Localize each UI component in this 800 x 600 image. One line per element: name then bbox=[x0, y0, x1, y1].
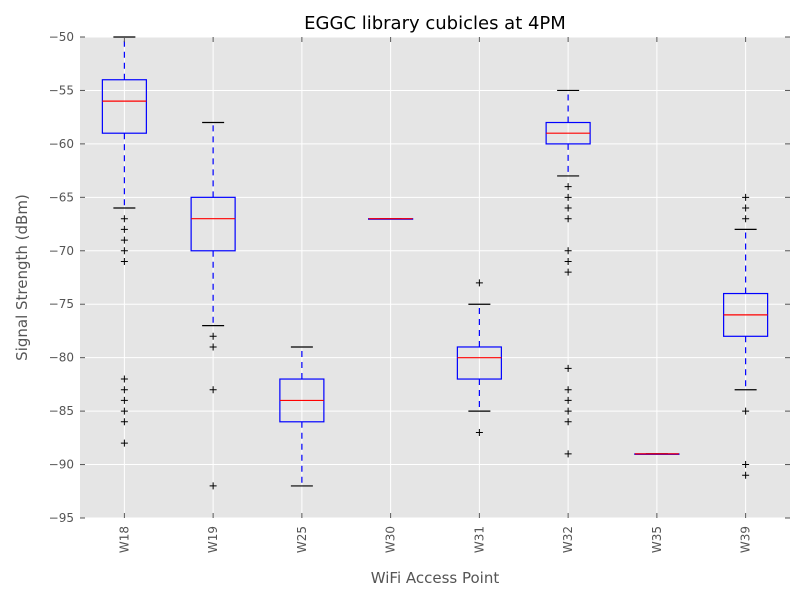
outlier-point bbox=[120, 215, 128, 223]
outlier-point bbox=[120, 407, 128, 415]
outlier-point bbox=[742, 471, 750, 479]
outlier-point bbox=[564, 268, 572, 276]
outlier-point bbox=[209, 343, 217, 351]
outlier-point bbox=[475, 279, 483, 287]
x-tick-label: W30 bbox=[384, 526, 398, 553]
box-w35 bbox=[634, 453, 680, 455]
outlier-point bbox=[742, 204, 750, 212]
outlier-point bbox=[564, 407, 572, 415]
y-tick-label: −75 bbox=[49, 297, 74, 311]
x-axis-label: WiFi Access Point bbox=[371, 569, 500, 587]
plot-area bbox=[80, 37, 790, 518]
outlier-point bbox=[564, 386, 572, 394]
outlier-point bbox=[742, 215, 750, 223]
x-tick-label: W18 bbox=[117, 526, 131, 553]
box-w25 bbox=[279, 346, 325, 487]
outlier-point bbox=[742, 461, 750, 469]
y-tick-label: −55 bbox=[49, 83, 74, 97]
outlier-point bbox=[564, 418, 572, 426]
x-tick-label: W32 bbox=[561, 526, 575, 553]
box-w19 bbox=[190, 121, 236, 490]
outlier-point bbox=[209, 332, 217, 340]
box-series bbox=[101, 36, 769, 490]
y-tick-label: −85 bbox=[49, 404, 74, 418]
y-tick-label: −80 bbox=[49, 351, 74, 365]
outlier-point bbox=[564, 396, 572, 404]
outlier-point bbox=[564, 204, 572, 212]
axis-ticks: −95 −90 −85 −80 −75 −70 −65 −60 −55 −50 W18 W19 W25 W… bbox=[49, 30, 790, 553]
y-tick-label: −60 bbox=[49, 137, 74, 151]
x-tick-label: W35 bbox=[650, 526, 664, 553]
outlier-point bbox=[120, 396, 128, 404]
outlier-point bbox=[209, 386, 217, 394]
outlier-point bbox=[564, 257, 572, 265]
outlier-point bbox=[120, 375, 128, 383]
outlier-point bbox=[564, 450, 572, 458]
x-tick-label: W19 bbox=[206, 526, 220, 553]
outlier-point bbox=[742, 407, 750, 415]
outlier-point bbox=[564, 183, 572, 191]
outlier-point bbox=[564, 364, 572, 372]
chart-title: EGGC library cubicles at 4PM bbox=[304, 13, 566, 34]
y-tick-label: −70 bbox=[49, 244, 74, 258]
outlier-point bbox=[120, 386, 128, 394]
outlier-point bbox=[564, 193, 572, 201]
box-w18 bbox=[101, 36, 147, 447]
box-w32 bbox=[545, 89, 591, 458]
y-tick-label: −65 bbox=[49, 190, 74, 204]
y-tick-label: −50 bbox=[49, 30, 74, 44]
outlier-point bbox=[120, 439, 128, 447]
x-tick-label: W31 bbox=[472, 526, 486, 553]
outlier-point bbox=[120, 247, 128, 255]
box-iqr bbox=[456, 346, 502, 380]
outlier-point bbox=[742, 193, 750, 201]
outlier-point bbox=[120, 236, 128, 244]
box-iqr bbox=[190, 196, 236, 252]
y-axis-label: Signal Strength (dBm) bbox=[13, 194, 31, 361]
outlier-point bbox=[120, 257, 128, 265]
box-w30 bbox=[368, 218, 414, 220]
outlier-point bbox=[475, 428, 483, 436]
box-iqr bbox=[101, 79, 147, 134]
outlier-point bbox=[564, 247, 572, 255]
outlier-point bbox=[209, 482, 217, 490]
x-tick-label: W25 bbox=[295, 526, 309, 553]
box-w39 bbox=[723, 193, 769, 479]
outlier-point bbox=[120, 225, 128, 233]
y-tick-label: −95 bbox=[49, 511, 74, 525]
box-w31 bbox=[456, 279, 502, 436]
outlier-point bbox=[564, 215, 572, 223]
y-tick-label: −90 bbox=[49, 458, 74, 472]
outlier-point bbox=[120, 418, 128, 426]
x-tick-label: W39 bbox=[739, 526, 753, 553]
